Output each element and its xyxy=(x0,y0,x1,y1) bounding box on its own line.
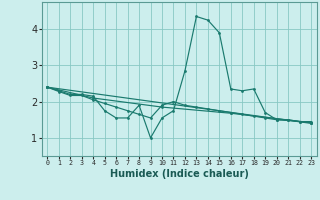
X-axis label: Humidex (Indice chaleur): Humidex (Indice chaleur) xyxy=(110,169,249,179)
